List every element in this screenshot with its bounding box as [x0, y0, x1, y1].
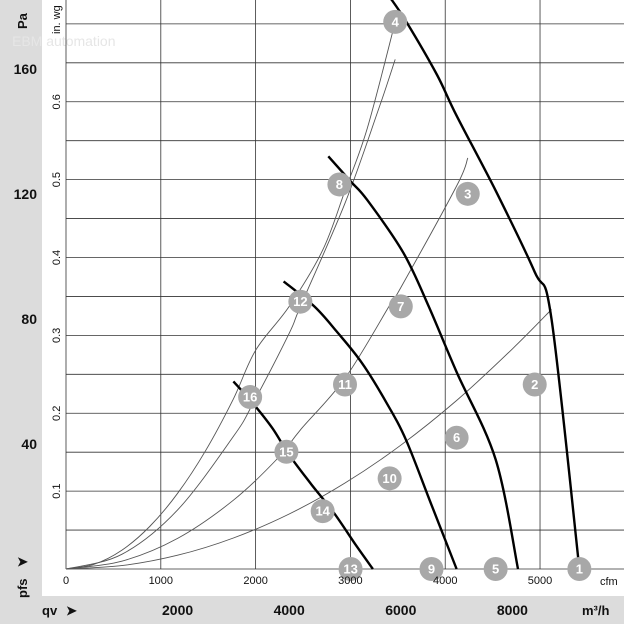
operating-point-marker — [333, 372, 357, 397]
y-tick-label: 40 — [21, 436, 37, 452]
operating-point-label: 11 — [338, 377, 352, 392]
operating-point-label: 3 — [464, 186, 471, 201]
operating-point-label: 13 — [343, 562, 357, 577]
operating-point-marker — [338, 557, 363, 581]
x-tick-label: 2000 — [162, 602, 193, 618]
x2-tick-label: 4000 — [433, 575, 457, 587]
y-tick-label: 120 — [14, 186, 38, 202]
grid — [65, 0, 624, 570]
x-unit-label: m³/h — [582, 603, 610, 618]
y-symbol-label: pfs — [15, 579, 30, 599]
operating-point-label: 10 — [382, 471, 396, 486]
watermark: EBM automation — [12, 33, 116, 49]
operating-point-marker — [327, 172, 352, 197]
operating-point-label: 8 — [336, 177, 343, 192]
x-symbol-arrow: ➤ — [66, 603, 77, 618]
x-symbol-label: qv — [42, 603, 58, 618]
operating-point-marker — [383, 9, 408, 34]
fan-curve-line — [282, 280, 458, 570]
y2-tick-label: 0.1 — [51, 483, 63, 498]
operating-point-marker — [377, 466, 402, 491]
fan-curve-line — [390, 0, 581, 570]
operating-point-label: 1 — [576, 562, 583, 577]
tick-labels: 2000 4000 6000 8000 0 1000 2000 3000 4000 5000 40 8… — [14, 61, 553, 618]
operating-point-marker — [567, 557, 592, 581]
operating-point-label: 2 — [531, 377, 538, 392]
system-curve-line — [65, 309, 552, 570]
y2-tick-label: 0.2 — [51, 406, 63, 421]
fan-curve-line — [232, 380, 374, 570]
operating-point-label: 14 — [315, 504, 330, 519]
x2-tick-label: 3000 — [338, 575, 362, 587]
y2-tick-label: 0.3 — [51, 328, 63, 343]
fan-curve-line — [327, 155, 520, 570]
operating-point-marker — [444, 425, 469, 450]
operating-point-marker — [419, 557, 444, 581]
x-tick-label: 8000 — [497, 602, 528, 618]
y-axis-bar — [0, 0, 42, 596]
operating-point-label: 7 — [397, 299, 404, 314]
operating-point-marker — [288, 289, 313, 314]
fan-curves — [232, 0, 581, 570]
system-curve-line — [65, 59, 396, 570]
y2-unit-label: in. wg — [51, 5, 63, 34]
operating-point-label: 9 — [428, 562, 435, 577]
x-tick-label: 6000 — [385, 602, 416, 618]
operating-point-marker — [483, 557, 508, 581]
x2-tick-label: 1000 — [149, 575, 173, 587]
x2-unit-label: cfm — [600, 576, 618, 588]
operating-point-marker — [522, 372, 547, 397]
system-curve-line — [65, 21, 396, 570]
operating-point-label: 15 — [279, 444, 293, 459]
y-tick-label: 80 — [21, 311, 37, 327]
operating-point-label: 12 — [293, 294, 307, 309]
system-curve-line — [65, 157, 469, 570]
operating-point-label: 4 — [392, 14, 400, 29]
operating-point-label: 6 — [453, 430, 460, 445]
operating-point-marker — [274, 439, 299, 464]
x2-tick-label: 2000 — [243, 575, 267, 587]
x2-tick-label: 0 — [63, 575, 69, 587]
operating-point-marker — [455, 181, 480, 206]
operating-point-marker — [238, 385, 263, 410]
x-tick-label: 4000 — [274, 602, 305, 618]
y-tick-label: 160 — [14, 61, 38, 77]
x2-tick-label: 5000 — [528, 575, 552, 587]
y2-tick-label: 0.5 — [51, 172, 63, 187]
system-curves — [65, 21, 552, 570]
y-unit-label: Pa — [15, 12, 30, 29]
y2-tick-label: 0.4 — [51, 250, 63, 265]
y2-tick-label: 0.6 — [51, 94, 63, 109]
y-symbol-arrow: ➤ — [17, 554, 28, 569]
operating-point-label: 5 — [492, 562, 499, 577]
operating-point-marker — [310, 499, 335, 524]
operating-point-label: 16 — [243, 390, 257, 405]
operating-point-marker — [388, 294, 413, 319]
x-axis-bar — [0, 596, 624, 624]
